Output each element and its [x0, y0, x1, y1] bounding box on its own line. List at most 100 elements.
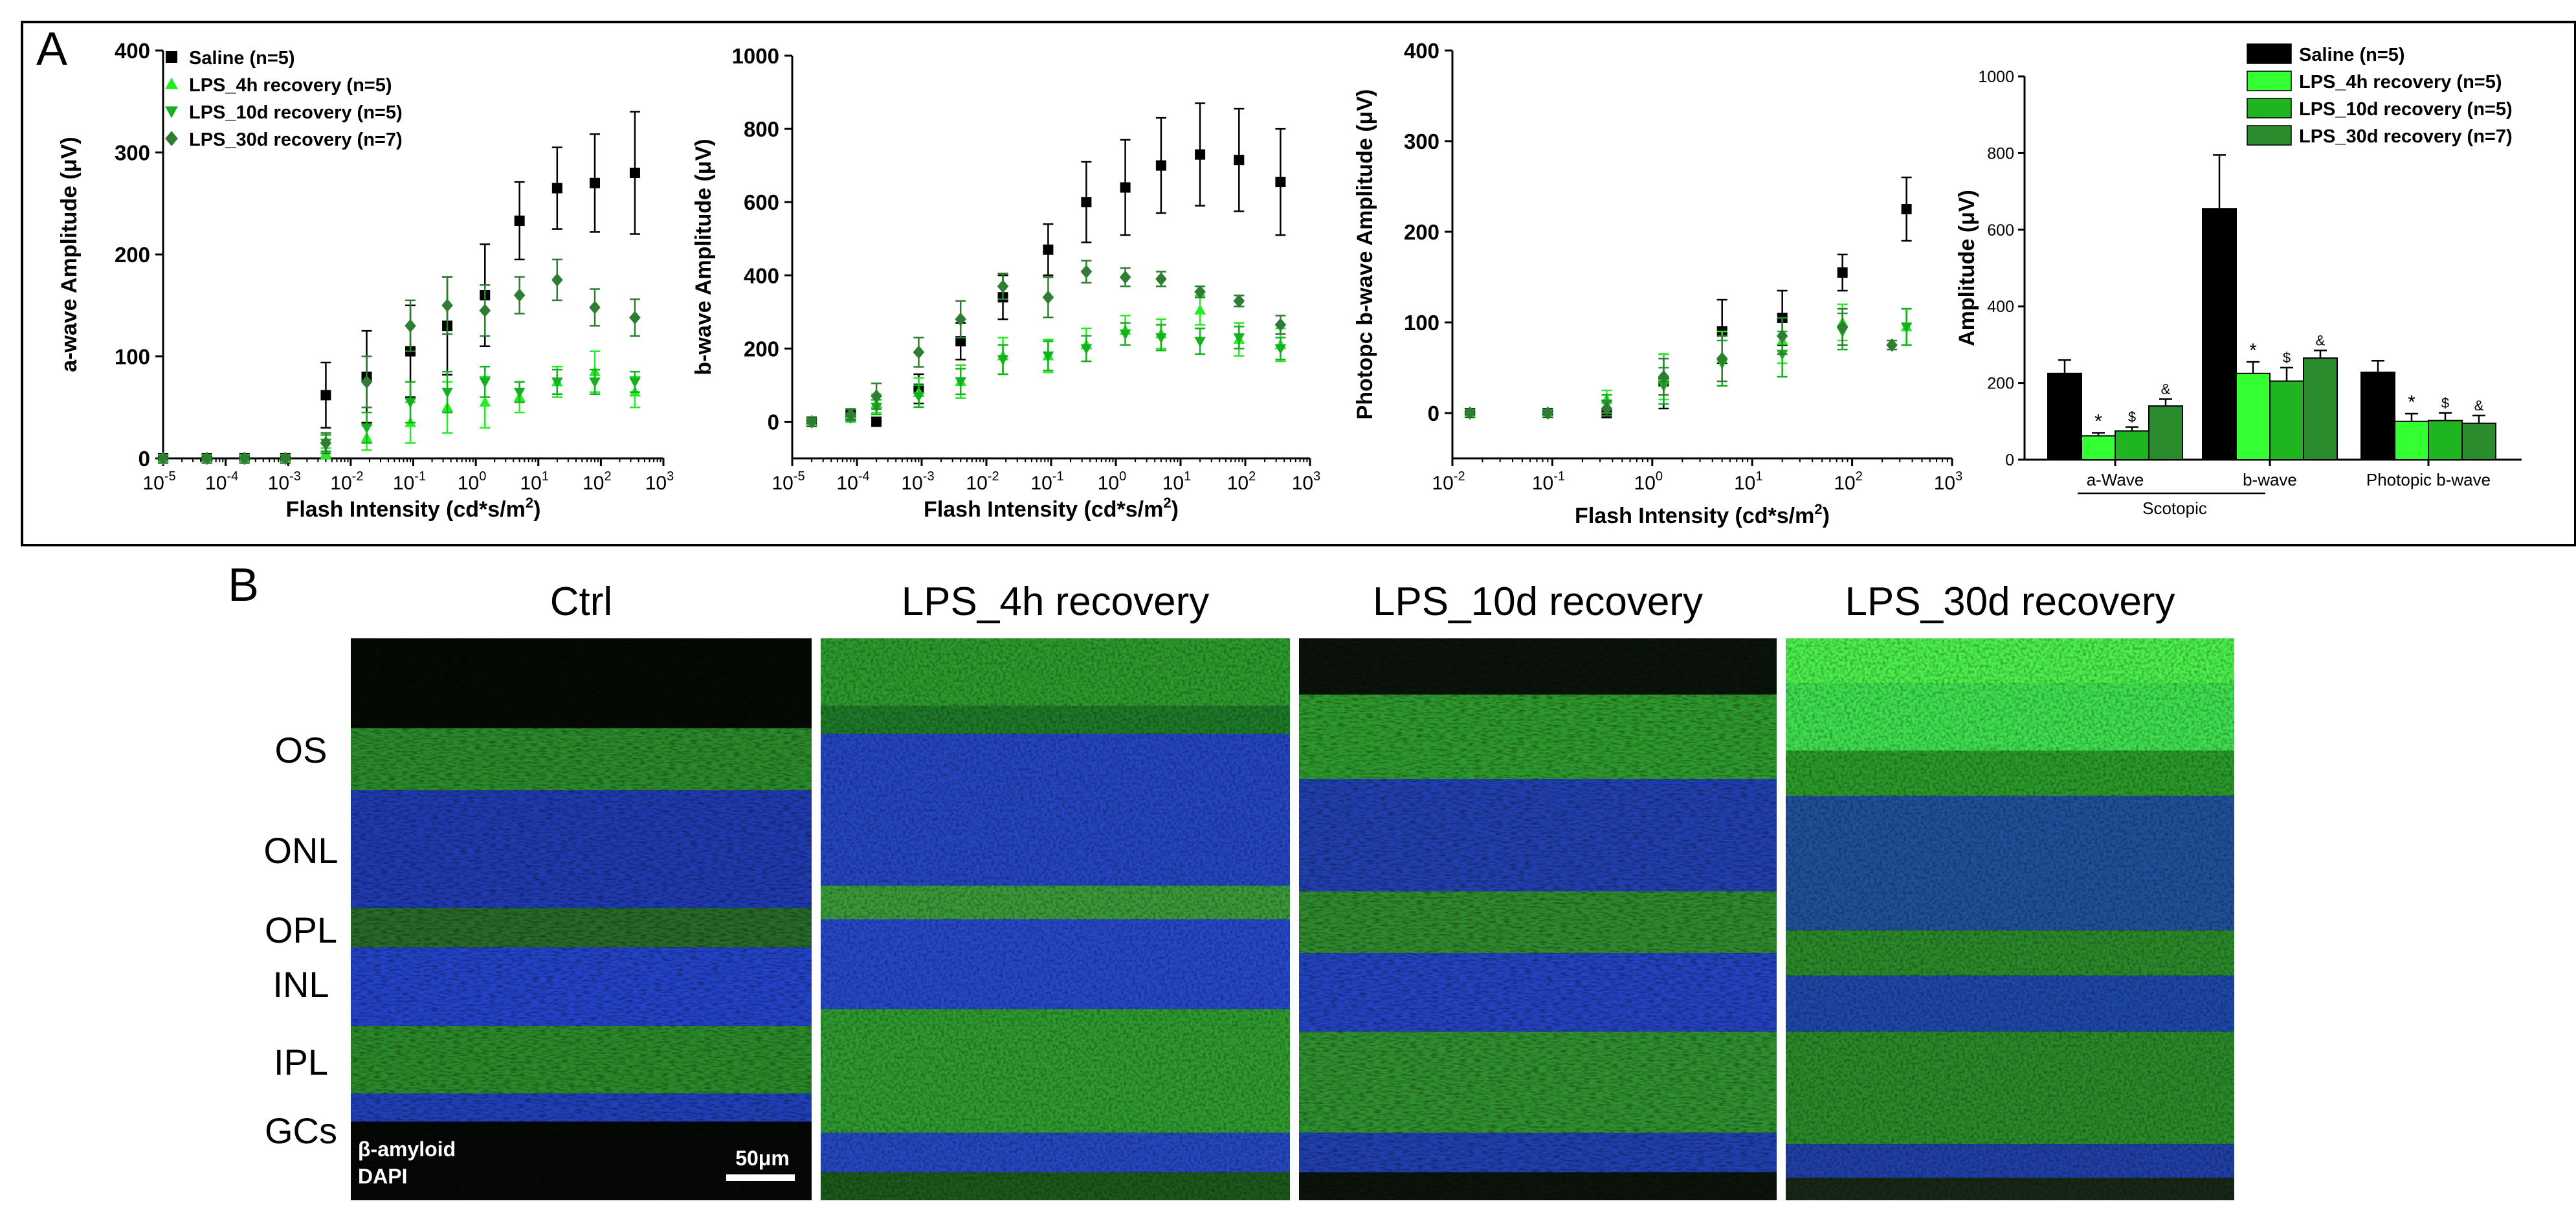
data-point: [1120, 182, 1131, 193]
y-tick-label: 0: [768, 410, 779, 434]
x-axis-label: Flash Intensity (cd*s/m2): [924, 495, 1179, 522]
y-tick-label: 0: [1428, 401, 1439, 425]
stain-label-dapi: DAPI: [358, 1165, 407, 1188]
y-tick-label: 600: [744, 190, 779, 214]
legend-marker: [165, 131, 178, 146]
retina-layer-label: INL: [272, 964, 329, 1005]
data-point: [513, 387, 526, 398]
x-tick-label: 101: [520, 469, 550, 494]
micrograph-image: [351, 638, 812, 1200]
series-saline-n-5-: [158, 111, 640, 464]
retina-layer-label: IPL: [274, 1042, 328, 1082]
data-point: [1274, 344, 1287, 355]
awave-chart: 0 100 200 300 400 10-5 10-4 10-3 10-2 10-1 100 101 1…: [57, 39, 674, 522]
y-tick-label: 0: [2005, 451, 2014, 469]
legend-marker: [166, 51, 177, 63]
data-point: [955, 312, 967, 326]
data-point: [997, 279, 1009, 293]
bar: [2461, 422, 2496, 461]
legend-swatch: [2247, 98, 2292, 118]
legend: Saline (n=5) LPS_4h recovery (n=5) LPS_10d…: [165, 48, 403, 150]
x-tick-label: 10-4: [836, 469, 869, 494]
y-axis-label: Amplitude (μV): [1955, 190, 1979, 346]
series-lps-30d-recovery-n-7-: [157, 258, 641, 465]
stain-label-amyloid: β-amyloid: [358, 1137, 456, 1161]
data-point: [479, 377, 491, 388]
series-saline-n-5-: [1465, 176, 1912, 419]
panel-a-frame: [21, 21, 2576, 546]
data-point: [1194, 337, 1206, 348]
x-tick-label: 10-1: [1532, 469, 1565, 494]
data-point: [1542, 406, 1554, 420]
data-point: [1275, 177, 1286, 188]
legend-marker: [165, 106, 178, 118]
bar: [2148, 405, 2183, 460]
x-tick-label: 103: [645, 469, 674, 494]
micrograph-image: [821, 638, 1290, 1200]
summary-bar-chart: 0 200 400 600 800 1000 Amplitude (μV) * $ & a-Wave…: [1955, 43, 2522, 518]
y-tick-label: 400: [1404, 39, 1439, 63]
data-point: [590, 177, 601, 188]
data-point: [1658, 370, 1670, 384]
x-tick-label: 101: [1734, 469, 1763, 494]
micrograph-texture: [351, 638, 812, 1200]
data-point: [405, 398, 416, 409]
y-tick-label: 800: [744, 117, 779, 141]
data-point: [1081, 197, 1092, 208]
x-tick-label: 10-4: [205, 469, 238, 494]
data-point: [1886, 338, 1898, 352]
y-tick-label: 100: [1404, 311, 1439, 335]
data-point: [871, 416, 882, 427]
y-tick-label: 200: [115, 243, 150, 267]
x-axis-label: Flash Intensity (cd*s/m2): [1575, 501, 1830, 528]
significance-mark: *: [2094, 411, 2102, 432]
group-label: Scotopic: [2142, 498, 2207, 518]
data-point: [405, 319, 416, 333]
x-tick-label: 100: [1098, 469, 1127, 494]
retina-layer-label: GCs: [265, 1110, 337, 1151]
series-lps-30d-recovery-n-7-: [1464, 308, 1898, 420]
bar: [2394, 420, 2429, 460]
bwave-chart: 0 200 400 600 800 1000 10-5 10-4 10-3 10-2 10-1 100…: [691, 44, 1320, 522]
y-tick-label: 400: [115, 39, 150, 63]
panel-a-label: A: [36, 23, 67, 75]
y-tick-label: 1000: [1978, 68, 2014, 86]
significance-mark: $: [2283, 350, 2291, 366]
legend: Saline (n=5) LPS_4h recovery (n=5) LPS_10d…: [2247, 43, 2513, 147]
data-point: [361, 423, 373, 434]
scale-bar: [726, 1174, 795, 1181]
data-point: [1042, 351, 1054, 362]
significance-mark: &: [2161, 381, 2171, 397]
legend-label: LPS_4h recovery (n=5): [189, 75, 392, 96]
data-point: [238, 451, 250, 465]
x-tick-label: 102: [1834, 469, 1863, 494]
data-point: [1836, 320, 1849, 334]
data-point: [1234, 155, 1245, 166]
bar: [2236, 372, 2271, 460]
y-tick-label: 300: [1404, 129, 1439, 153]
legend-label: Saline (n=5): [189, 48, 295, 69]
y-tick-label: 400: [1987, 298, 2014, 316]
legend-label: LPS_10d recovery (n=5): [189, 102, 403, 123]
micrograph-title: LPS_10d recovery: [1373, 579, 1703, 624]
significance-mark: *: [2249, 340, 2257, 361]
data-point: [1274, 318, 1287, 332]
scale-bar-label: 50μm: [735, 1147, 790, 1170]
y-tick-label: 800: [1987, 144, 2014, 162]
data-point: [1042, 290, 1054, 304]
data-point: [1233, 333, 1245, 344]
data-point: [629, 168, 640, 178]
data-point: [1464, 406, 1476, 420]
bar: [2303, 357, 2338, 460]
x-tick-label: 10-2: [330, 469, 363, 494]
bar: [2269, 380, 2304, 461]
data-point: [1716, 352, 1728, 366]
micrograph-panel: Ctrl LPS_4h recovery LPS_10d recovery LPS_3…: [263, 579, 2234, 1200]
data-point: [806, 415, 817, 429]
data-point: [551, 377, 563, 388]
micrograph-title: LPS_30d recovery: [1845, 579, 2175, 624]
data-point: [1155, 333, 1167, 344]
data-point: [1080, 344, 1093, 355]
data-point: [1194, 285, 1206, 299]
